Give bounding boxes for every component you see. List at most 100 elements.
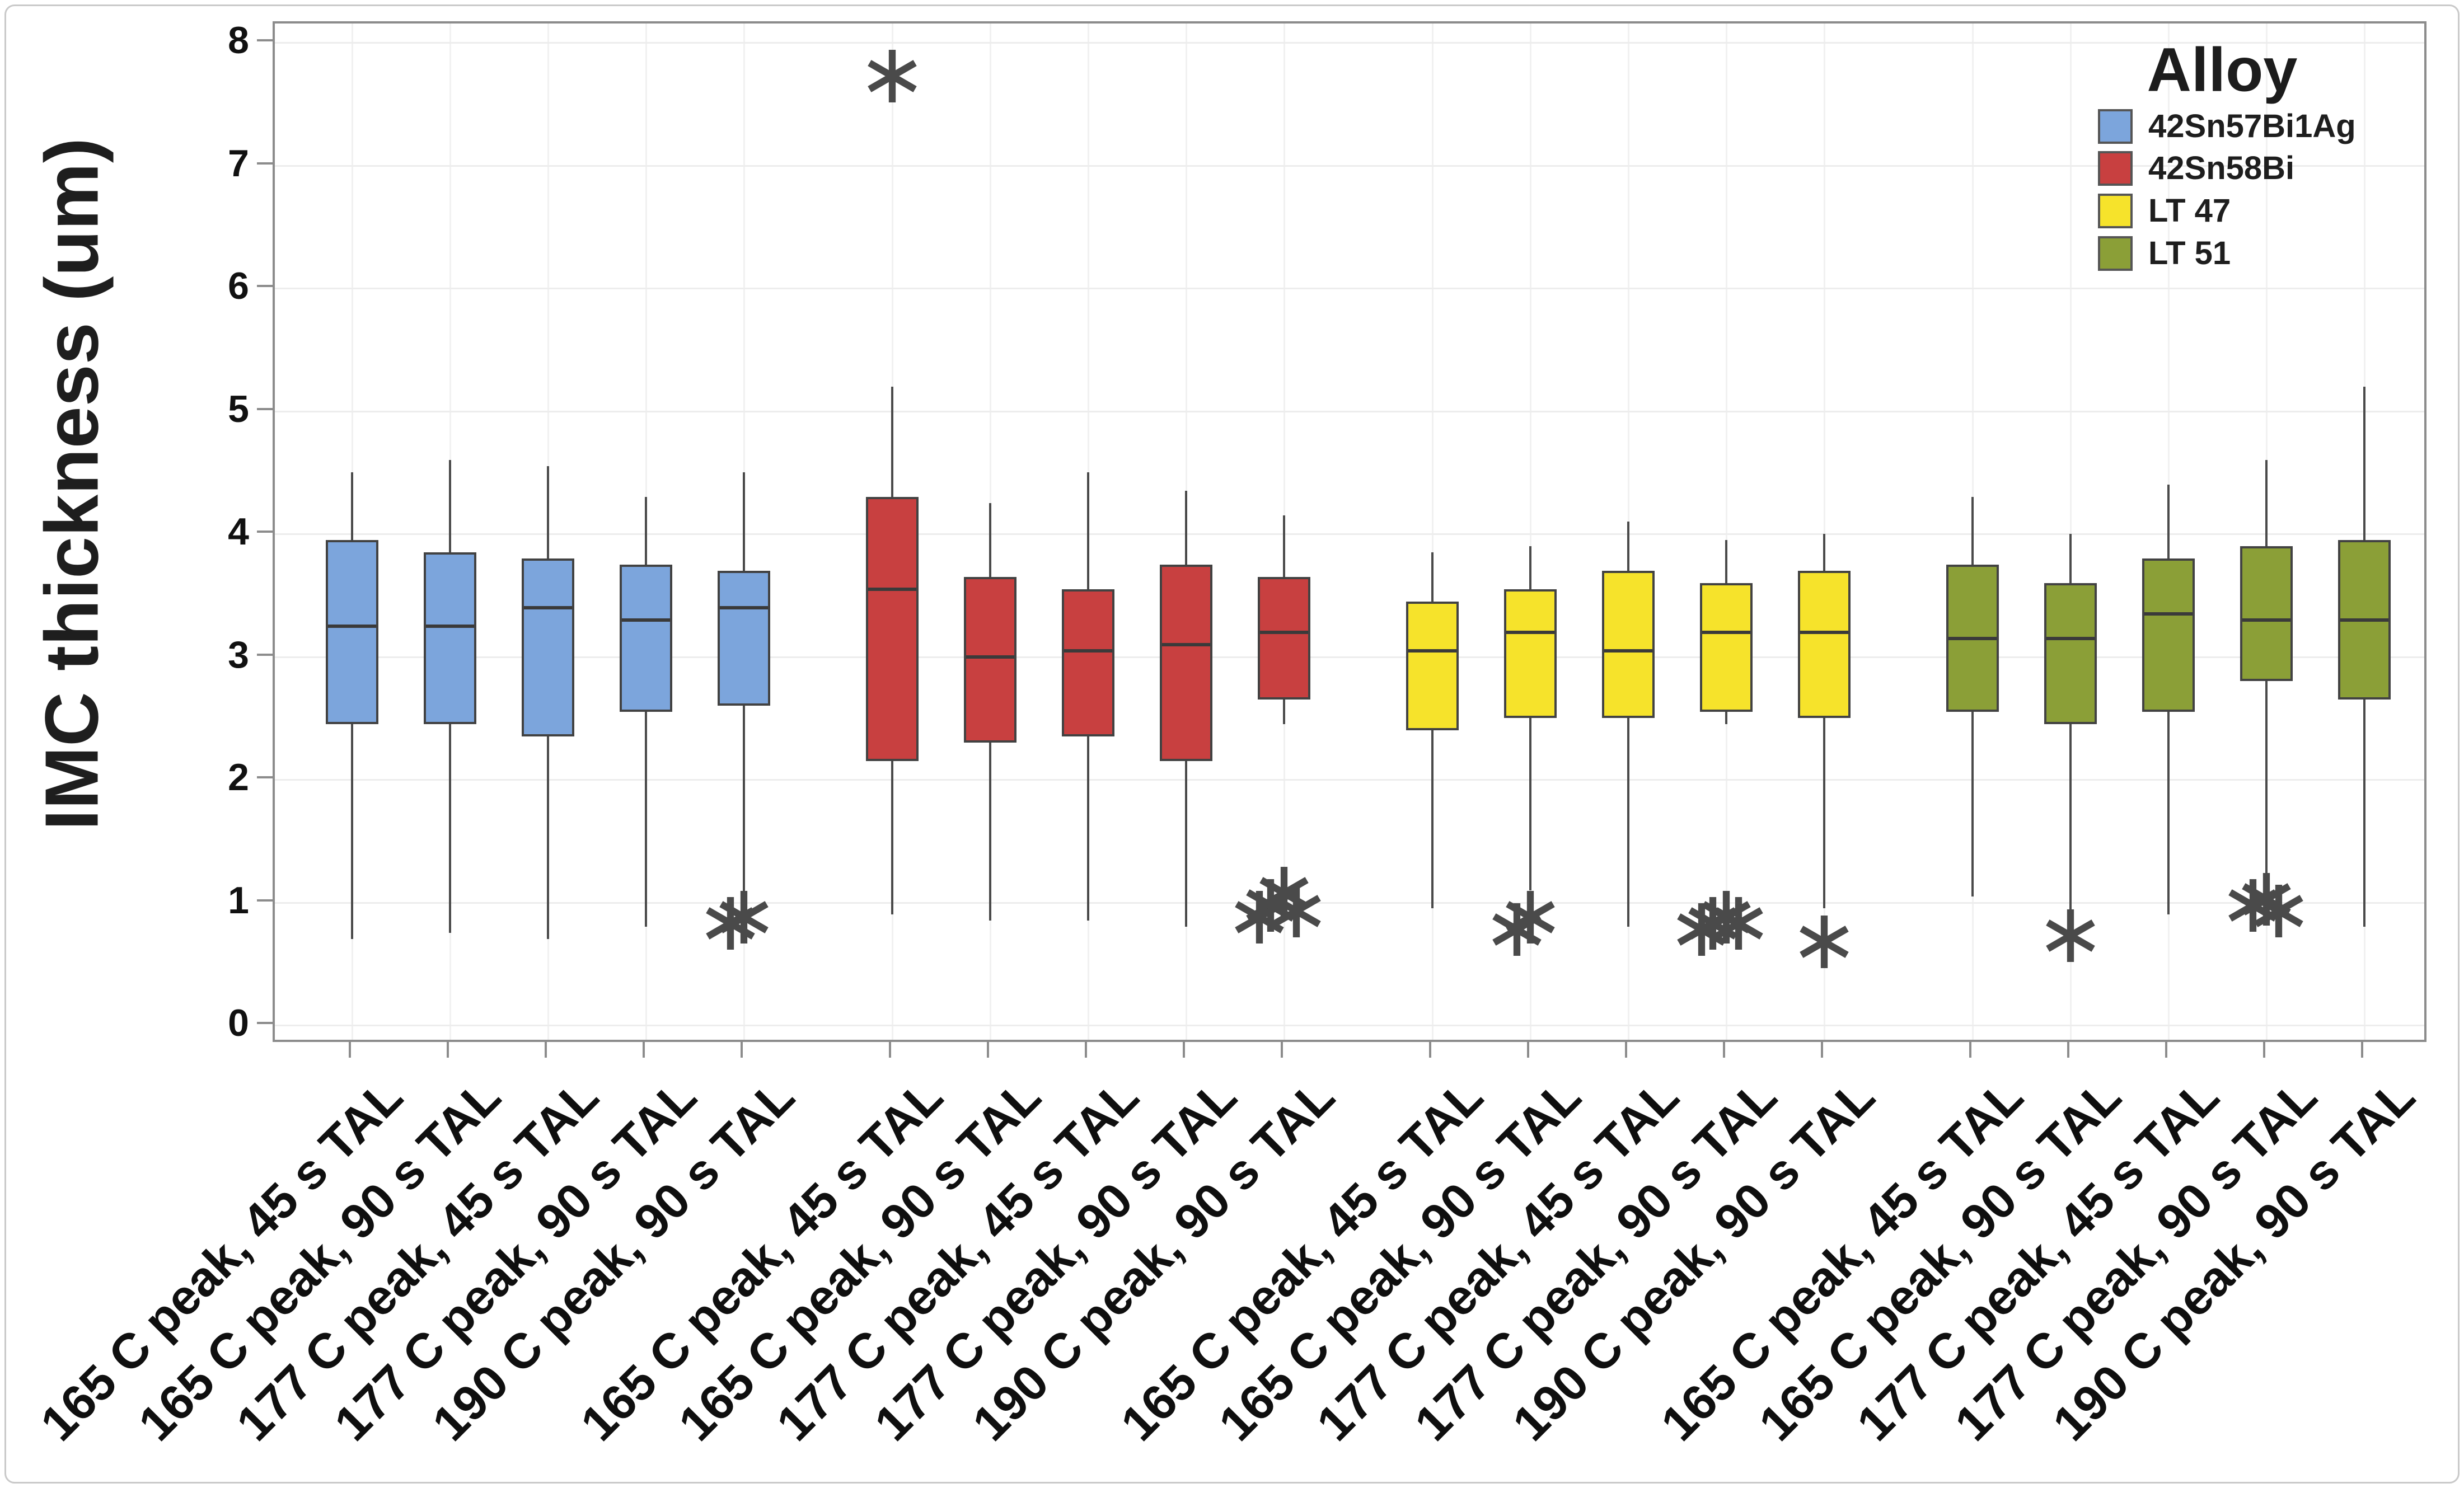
y-tick-label: 0 [228, 1002, 249, 1044]
box [1258, 576, 1310, 700]
median-line [1260, 630, 1308, 634]
median-line [524, 605, 572, 609]
y-tick [257, 531, 273, 533]
x-tick [2067, 1042, 2069, 1058]
box [964, 576, 1016, 743]
v-gridline [1726, 24, 1727, 1040]
whisker [645, 497, 647, 927]
legend-swatch-LT-51 [2098, 236, 2133, 271]
x-tick [2361, 1042, 2363, 1058]
legend-swatch-LT-47 [2098, 194, 2133, 228]
x-tick [1183, 1042, 1185, 1058]
y-tick [257, 162, 273, 165]
y-tick-label: 1 [228, 879, 249, 922]
y-tick-label: 3 [228, 633, 249, 676]
x-tick [1969, 1042, 1971, 1058]
median-line [1506, 630, 1554, 634]
median-line [1702, 630, 1750, 634]
y-tick-label: 5 [228, 387, 249, 430]
box [1602, 570, 1655, 719]
median-line [2144, 612, 2193, 616]
median-line [966, 655, 1014, 659]
x-tick [2263, 1042, 2265, 1058]
h-gridline [275, 410, 2424, 412]
box [1798, 570, 1851, 719]
y-tick [257, 776, 273, 778]
whisker [1823, 534, 1825, 909]
v-gridline [1432, 24, 1434, 1040]
h-gridline [275, 1025, 2424, 1026]
y-tick-label: 4 [228, 510, 249, 553]
h-gridline [275, 42, 2424, 44]
median-line [868, 587, 916, 591]
median-line [1604, 649, 1652, 653]
box [718, 570, 770, 706]
x-tick [1527, 1042, 1529, 1058]
legend-swatch-42Sn58Bi [2098, 151, 2133, 186]
y-axis-title: IMC thickness (um) [29, 138, 114, 830]
x-tick [545, 1042, 547, 1058]
whisker [1529, 546, 1531, 890]
h-gridline [275, 656, 2424, 658]
box [522, 558, 574, 737]
x-tick [1429, 1042, 1431, 1058]
x-tick [1281, 1042, 1283, 1058]
h-gridline [275, 165, 2424, 167]
median-line [426, 624, 474, 628]
x-tick [2165, 1042, 2167, 1058]
plot-area: ∗ ∗ ∗ ∗ ∗ ∗ ∗ ∗ ∗ ∗ ∗ ∗ ∗ ∗ ∗ ∗ ∗ ∗ [273, 21, 2426, 1042]
y-tick [257, 1022, 273, 1024]
x-tick [1625, 1042, 1627, 1058]
whisker [2069, 534, 2072, 921]
box [1700, 583, 1753, 712]
median-line [2340, 618, 2388, 622]
y-tick-label: 7 [228, 142, 249, 185]
h-gridline [275, 288, 2424, 289]
x-tick [1723, 1042, 1725, 1058]
median-line [720, 605, 768, 609]
whisker [1431, 552, 1434, 909]
x-tick [447, 1042, 449, 1058]
v-gridline [1530, 24, 1531, 1040]
v-gridline [1824, 24, 1825, 1040]
h-gridline [275, 533, 2424, 535]
x-tick [643, 1042, 645, 1058]
y-tick-label: 6 [228, 265, 249, 307]
y-tick [257, 285, 273, 287]
box [326, 539, 378, 725]
box [1062, 589, 1114, 737]
y-tick-label: 2 [228, 756, 249, 799]
median-line [1800, 630, 1848, 634]
box [1160, 564, 1212, 762]
legend-label-42Sn57Bi1Ag: 42Sn57Bi1Ag [2148, 108, 2356, 144]
h-gridline [275, 779, 2424, 781]
median-line [2242, 618, 2290, 622]
box [1504, 589, 1557, 719]
legend-label-LT-47: LT 47 [2148, 193, 2231, 229]
y-tick [257, 39, 273, 41]
x-tick [987, 1042, 989, 1058]
box [2142, 558, 2195, 712]
legend-label-LT-51: LT 51 [2148, 235, 2231, 271]
box [2044, 583, 2097, 725]
y-tick [257, 407, 273, 410]
median-line [622, 618, 670, 622]
median-line [1162, 642, 1210, 646]
whisker [1627, 522, 1629, 927]
x-tick [889, 1042, 891, 1058]
median-line [2046, 636, 2095, 640]
legend-swatch-42Sn57Bi1Ag [2098, 109, 2133, 144]
x-tick [1085, 1042, 1087, 1058]
box [620, 564, 672, 712]
median-line [1408, 649, 1456, 653]
y-tick-label: 8 [228, 19, 249, 62]
median-line [328, 624, 376, 628]
box [1406, 601, 1459, 731]
v-gridline [2070, 24, 2072, 1040]
median-line [1064, 649, 1112, 653]
y-tick [257, 899, 273, 902]
x-tick [741, 1042, 743, 1058]
x-tick [1821, 1042, 1823, 1058]
box [424, 552, 476, 725]
